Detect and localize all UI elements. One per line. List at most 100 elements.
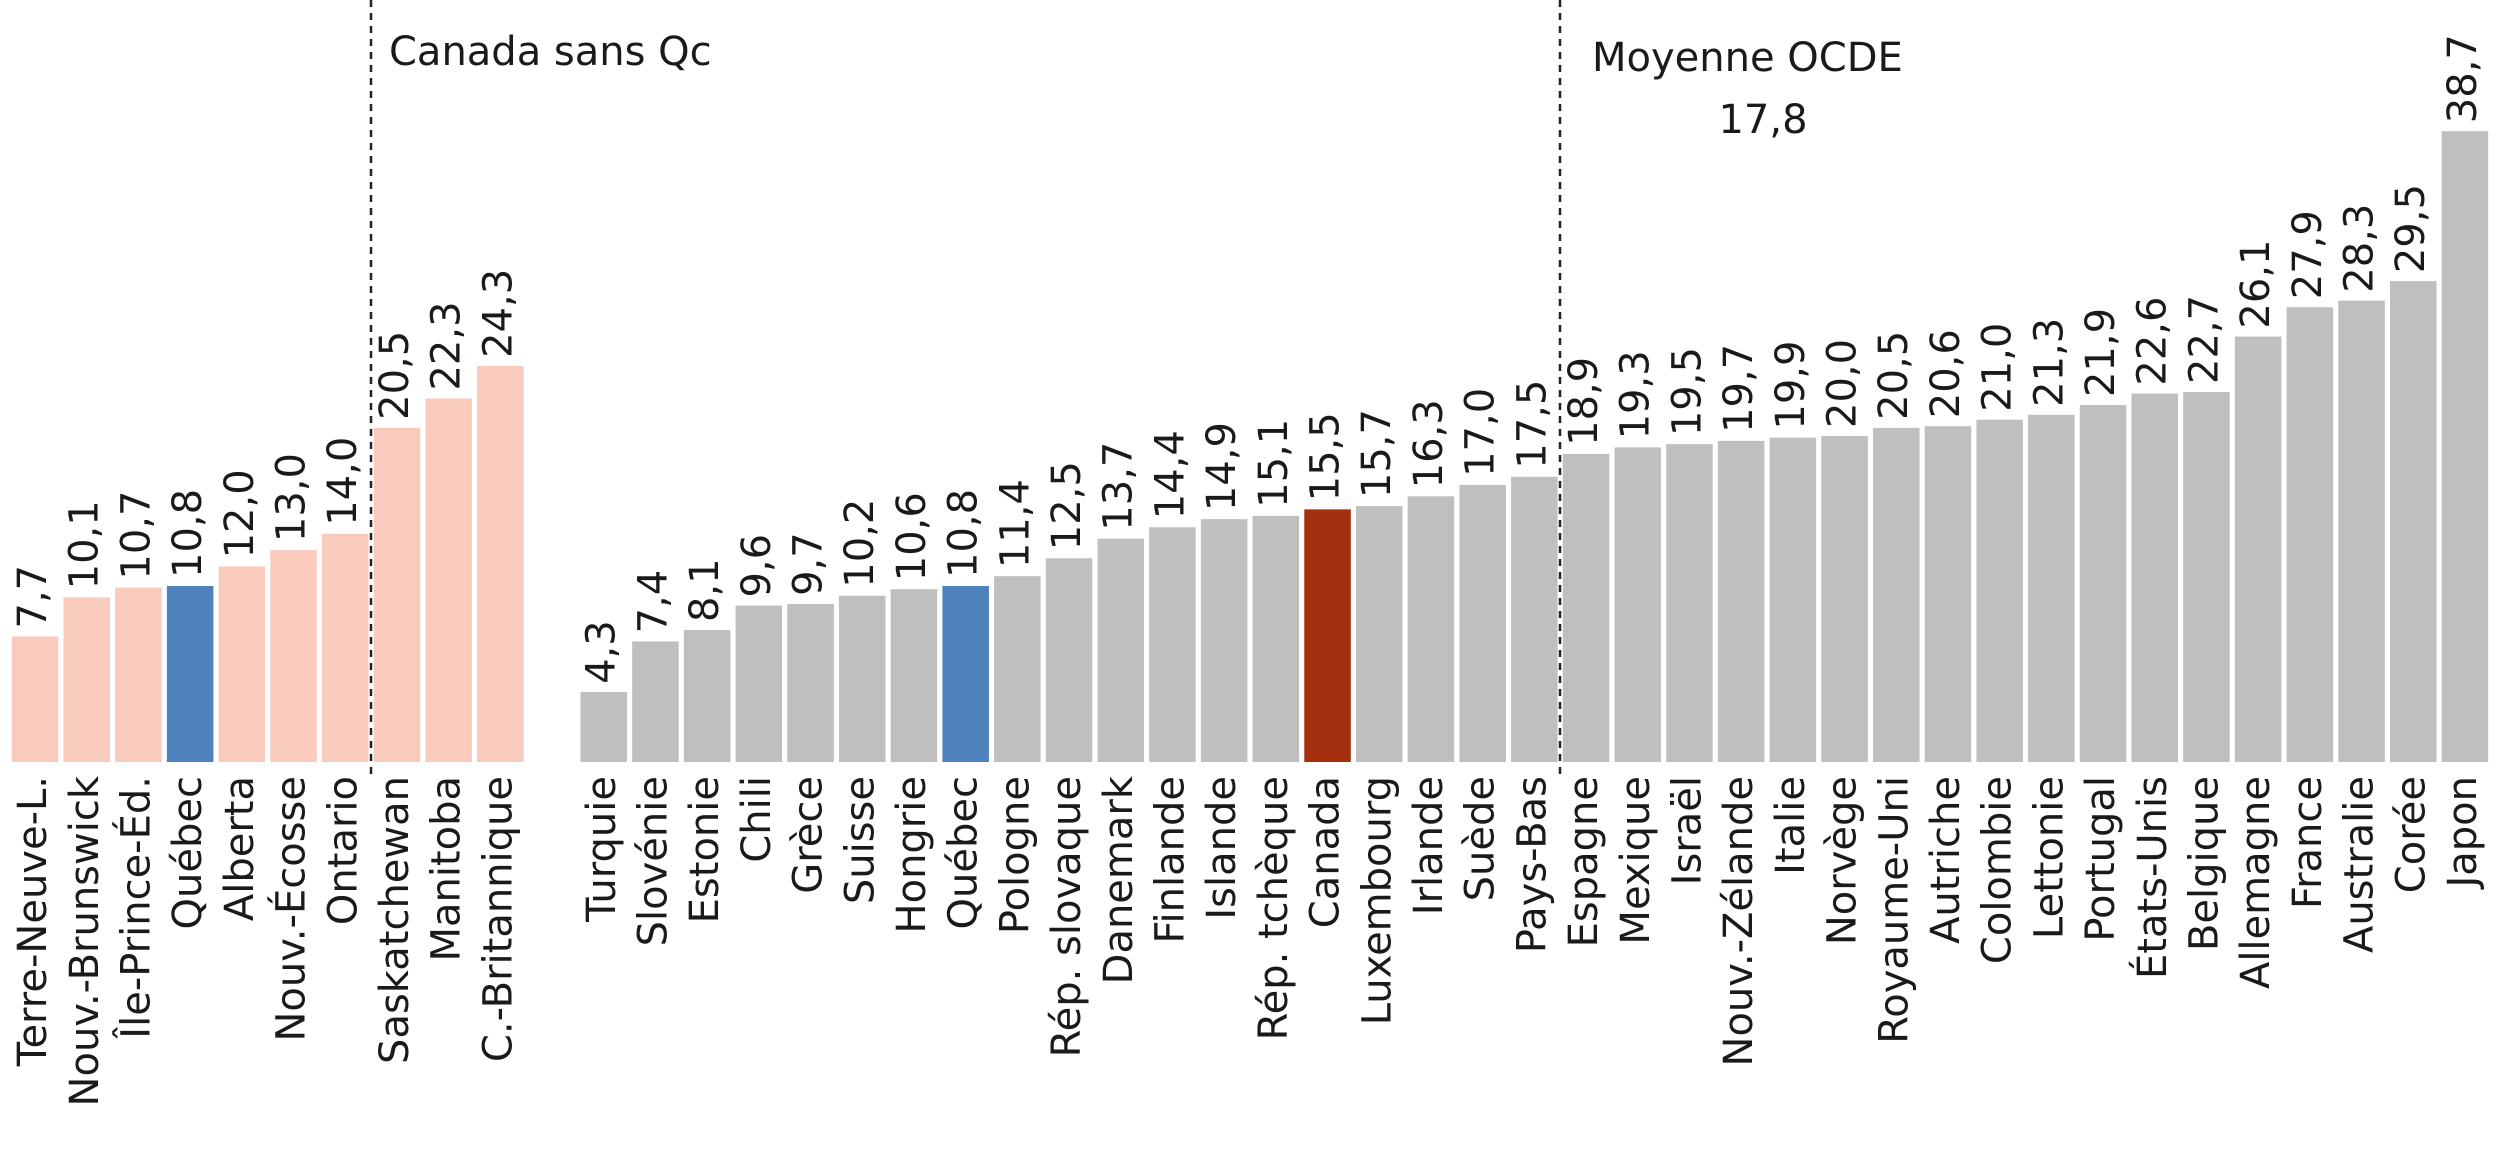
bar — [1821, 436, 1868, 762]
x-tick-label: Île-Prince-Éd. — [111, 776, 159, 1040]
x-tick-label: Pologne — [992, 776, 1038, 934]
bar — [2234, 336, 2282, 762]
bar — [1924, 426, 1972, 762]
bar — [477, 365, 524, 762]
bar — [1149, 527, 1196, 762]
x-tick-label: Corée — [2388, 776, 2434, 893]
bar — [321, 533, 369, 762]
value-label: 14,4 — [1147, 430, 1193, 519]
x-tick-label: Luxembourg — [1354, 776, 1400, 1025]
bar — [166, 585, 214, 762]
value-label: 9,6 — [734, 534, 780, 598]
bar — [2079, 405, 2127, 762]
bar — [2131, 393, 2179, 762]
value-label: 19,9 — [1768, 341, 1814, 430]
bar — [1614, 447, 1662, 762]
x-tick-label: Autriche — [1923, 776, 1969, 944]
x-tick-label: Manitoba — [424, 776, 470, 962]
bar — [1355, 506, 1403, 762]
bar — [425, 398, 472, 762]
bar — [942, 585, 989, 762]
value-label: 17,0 — [1458, 388, 1504, 477]
value-label: 4,3 — [579, 620, 625, 684]
bar — [632, 641, 679, 762]
bar — [580, 691, 628, 762]
x-tick-label: Royaume-Uni — [1871, 776, 1917, 1044]
x-tick-label: Australie — [2337, 776, 2383, 953]
bar — [838, 595, 886, 762]
value-label: 15,1 — [1251, 419, 1297, 508]
value-label: 15,7 — [1354, 409, 1400, 498]
value-label: 20,6 — [1923, 329, 1969, 418]
bar — [2028, 414, 2075, 762]
value-label: 20,5 — [1871, 331, 1917, 420]
x-tick-label: Mexique — [1613, 776, 1659, 945]
bar — [2183, 391, 2230, 762]
bar — [2286, 307, 2334, 762]
bar — [1252, 515, 1300, 762]
x-tick-label: Turquie — [579, 776, 625, 923]
bar — [1097, 538, 1145, 762]
bar — [2441, 131, 2489, 762]
x-tick-label: Suède — [1458, 776, 1504, 901]
bar — [2389, 281, 2437, 762]
x-tick-label: Estonie — [682, 776, 728, 923]
value-label: 21,9 — [2078, 308, 2124, 397]
bar — [683, 629, 731, 762]
x-tick-label: Danemark — [1096, 775, 1142, 984]
x-tick-label: Finlande — [1147, 776, 1193, 944]
x-tick-label: Nouv.-Zélande — [1716, 776, 1762, 1066]
x-tick-label: Grèce — [786, 776, 832, 894]
value-label: 10,1 — [62, 500, 108, 589]
value-label: 12,0 — [217, 469, 263, 558]
x-tick-label: États-Unis — [2128, 776, 2176, 979]
value-label: 16,3 — [1406, 399, 1452, 488]
x-tick-label: Québec — [165, 776, 211, 929]
x-tick-label: Espagne — [1561, 776, 1607, 947]
value-label: 21,0 — [1975, 323, 2021, 412]
bar — [1511, 476, 1558, 762]
value-label: 27,9 — [2285, 210, 2331, 299]
value-label: 28,3 — [2337, 204, 2383, 293]
value-label: 13,7 — [1096, 442, 1142, 531]
value-label: 22,7 — [2181, 295, 2227, 384]
bar — [1976, 419, 2023, 762]
value-label: 11,4 — [992, 479, 1038, 568]
x-tick-label: Chili — [734, 776, 780, 863]
value-label: 19,5 — [1664, 347, 1710, 436]
x-tick-label: Norvège — [1820, 776, 1866, 945]
value-label: 18,9 — [1561, 357, 1607, 446]
bar — [2338, 300, 2385, 762]
value-label: 7,4 — [630, 570, 676, 634]
x-tick-label: Alberta — [217, 776, 263, 921]
value-label: 26,1 — [2233, 240, 2279, 329]
bar — [1304, 509, 1351, 762]
bar — [1769, 437, 1817, 762]
value-label: 21,3 — [2026, 318, 2072, 407]
x-tick-label: Israël — [1664, 776, 1710, 885]
x-tick-label: Portugal — [2078, 776, 2124, 942]
value-label: 22,6 — [2130, 297, 2176, 386]
value-label: 10,8 — [165, 489, 211, 578]
x-tick-label: Japon — [2440, 776, 2486, 891]
x-tick-label: Canada — [1303, 776, 1349, 928]
bar — [63, 597, 111, 762]
x-tick-label: Italie — [1768, 776, 1814, 875]
bar — [994, 576, 1041, 762]
value-label: 10,2 — [837, 499, 883, 588]
bar — [735, 605, 783, 762]
value-label: 8,1 — [682, 558, 728, 622]
x-tick-label: Lettonie — [2026, 776, 2072, 939]
x-tick-label: Islande — [1199, 776, 1245, 920]
bar — [1459, 484, 1506, 762]
bar — [115, 587, 162, 762]
value-label: 19,3 — [1613, 350, 1659, 439]
annotation: Moyenne OCDE — [1592, 35, 1903, 81]
x-tick-label: Hongrie — [889, 776, 935, 933]
x-tick-label: Belgique — [2181, 776, 2227, 951]
annotation: Canada sans Qc — [389, 29, 712, 75]
value-label: 10,6 — [889, 492, 935, 581]
x-tick-label: Irlande — [1406, 776, 1452, 915]
